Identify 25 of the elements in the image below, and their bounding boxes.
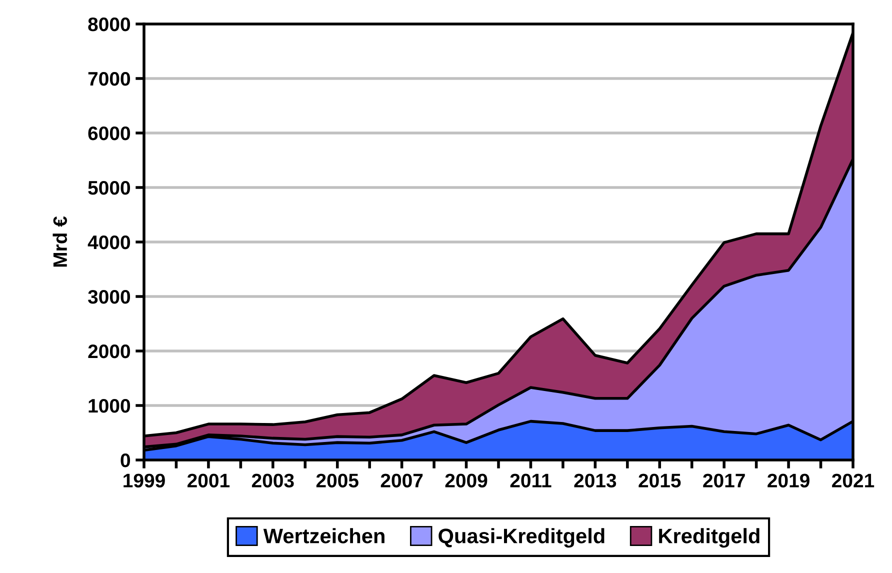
y-tick-label: 2000 bbox=[88, 344, 130, 358]
y-axis-title: Mrd € bbox=[52, 216, 68, 267]
legend-label: Quasi-Kreditgeld bbox=[438, 528, 604, 548]
y-tick-label: 6000 bbox=[88, 126, 130, 140]
x-tick-label: 2005 bbox=[316, 474, 358, 488]
y-tick-label: 5000 bbox=[88, 180, 130, 195]
x-tick-label: 2007 bbox=[380, 474, 423, 488]
x-tick-label: 2003 bbox=[252, 474, 294, 488]
y-tick-label: 7000 bbox=[88, 72, 130, 86]
x-tick-label: 2011 bbox=[510, 474, 552, 488]
x-tick-label: 2015 bbox=[638, 474, 681, 488]
x-tick-label: 2001 bbox=[188, 474, 230, 488]
y-tick-label: 8000 bbox=[88, 17, 130, 32]
x-tick-label: 2019 bbox=[768, 474, 810, 488]
y-tick-label: 1000 bbox=[88, 398, 130, 413]
x-tick-label: 1999 bbox=[124, 474, 165, 488]
legend-label: Kreditgeld bbox=[659, 528, 760, 548]
y-tick-label: 3000 bbox=[88, 290, 130, 304]
legend-label: Wertzeichen bbox=[263, 528, 384, 544]
x-tick-label: 2017 bbox=[703, 474, 745, 488]
x-tick-label: 2013 bbox=[574, 474, 616, 488]
y-tick-label: 0 bbox=[120, 453, 130, 468]
y-tick-label: 4000 bbox=[88, 235, 130, 250]
x-tick-label: 2009 bbox=[445, 474, 488, 488]
x-tick-label: 2021 bbox=[832, 474, 874, 488]
